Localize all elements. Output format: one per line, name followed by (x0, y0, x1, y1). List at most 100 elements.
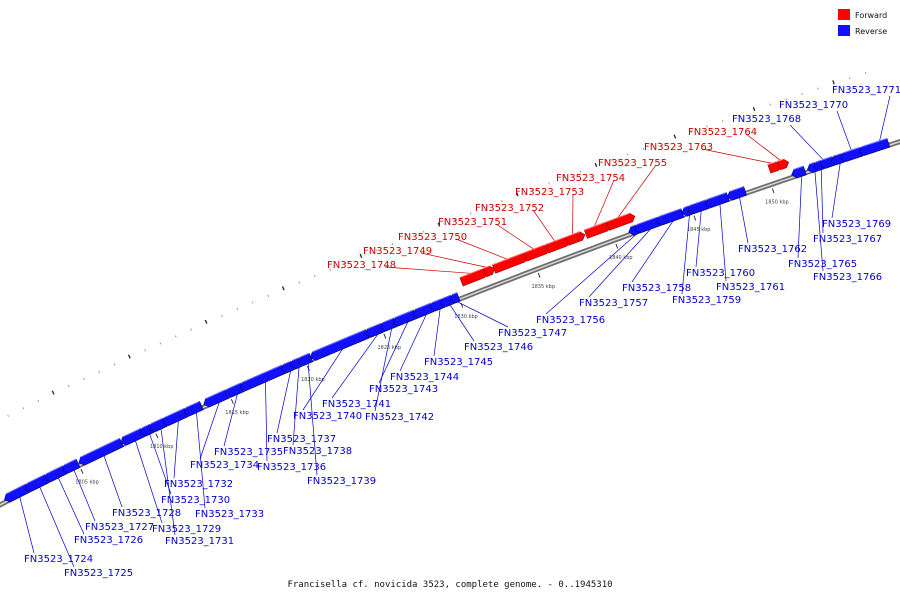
gene-label: FN3523_1734 (190, 460, 259, 471)
label-leader (820, 169, 824, 234)
gene-label: FN3523_1764 (688, 127, 757, 138)
gene-label: FN3523_1733 (195, 509, 264, 520)
gene-label: FN3523_1755 (598, 158, 667, 169)
label-leader (745, 133, 781, 161)
scale-tick-label: 1850 kbp (765, 200, 789, 206)
track-dot (626, 153, 629, 156)
track-dot (221, 314, 223, 318)
scale-tick (383, 333, 387, 339)
gene-arrow-highlight (205, 389, 226, 400)
gene-label: FN3523_1765 (788, 259, 857, 270)
gene-arrow-highlight (482, 265, 490, 269)
gene-arrow-highlight (80, 437, 120, 458)
gene-arrow-highlight (185, 400, 200, 409)
gene-arrow-highlight (492, 253, 523, 266)
gene-label: FN3523_1732 (164, 479, 233, 490)
gene-arrow (656, 208, 685, 226)
track-dot (454, 218, 456, 221)
scale-tick-label: 1820 kbp (301, 377, 325, 383)
gene-label: FN3523_1758 (622, 283, 691, 294)
label-leader (149, 434, 172, 495)
gene-arrow-highlight (861, 138, 888, 148)
label-leader (374, 328, 392, 412)
gene-arrow-highlight (63, 458, 77, 466)
outer-dot-track (7, 71, 867, 417)
scale-tick (771, 188, 775, 194)
gene-label: FN3523_1742 (365, 412, 434, 423)
gene-label: FN3523_1759 (672, 295, 741, 306)
scale-tick-label: 1815 kbp (225, 410, 249, 416)
gene-arrow (726, 186, 747, 201)
gene-arrow-highlight (833, 153, 842, 157)
scale-tick (537, 272, 541, 278)
label-leader (495, 223, 534, 250)
scale-tick-label: 1805 kbp (75, 480, 99, 486)
gene-arrow (78, 437, 124, 466)
gene-label: FN3523_1730 (161, 495, 230, 506)
track-dot (407, 236, 409, 239)
track-dot (642, 147, 645, 150)
gene-arrow-highlight (46, 465, 63, 475)
scale-tick (80, 468, 84, 474)
gene-arrow-highlight (367, 322, 382, 330)
scale-tick-label: 1840 kbp (609, 255, 633, 261)
gene-arrow (412, 302, 435, 319)
gene-label: FN3523_1724 (24, 554, 93, 565)
label-leader (797, 176, 802, 259)
label-leader (384, 266, 471, 274)
map-caption: Francisella cf. novicida 3523, complete … (287, 580, 612, 590)
gene-arrow-highlight (283, 360, 292, 365)
gene-arrow-highlight (26, 474, 45, 484)
track-dot (37, 399, 40, 402)
gene-label: FN3523_1760 (686, 268, 755, 279)
gene-label: FN3523_1740 (293, 411, 362, 422)
label-leader (631, 220, 674, 283)
label-leader (199, 402, 220, 460)
label-leader (701, 148, 772, 164)
track-dot (817, 87, 819, 90)
label-leader (307, 363, 318, 476)
scale-ticks: 1805 kbp 1810 kbp 1815 kbp 1820 kbp 1825 kbp… (75, 188, 789, 486)
track-dot (706, 125, 708, 128)
label-leader (276, 370, 291, 434)
gene-arrow-highlight (452, 292, 458, 296)
gene-arrow-highlight (636, 216, 658, 225)
track-dot (611, 159, 613, 162)
track-dot (785, 98, 787, 101)
label-leader (420, 252, 487, 268)
legend-forward-label: Forward (855, 11, 887, 20)
gene-arrow-highlight (793, 165, 804, 170)
label-leader (399, 314, 427, 372)
label-leader (545, 234, 637, 315)
label-leader (292, 367, 300, 446)
gene-arrow-highlight (226, 382, 241, 390)
gene-arrow-highlight (431, 298, 442, 304)
label-leader (58, 477, 85, 535)
track-dot (485, 206, 488, 209)
label-leader (681, 215, 690, 295)
track-dot (174, 335, 177, 338)
gene-label: FN3523_1756 (536, 315, 605, 326)
track-dot (98, 370, 101, 373)
track-dot (848, 76, 851, 80)
track-dot (51, 390, 55, 395)
track-dot (501, 200, 503, 203)
label-leader (457, 301, 509, 328)
gene-label: FN3523_1736 (257, 462, 326, 473)
gene-arrow (62, 458, 81, 474)
gene-arrow-highlight (815, 159, 821, 163)
gene-arrow-highlight (5, 483, 26, 495)
gene-arrow-highlight (442, 294, 451, 299)
track-dot (515, 192, 519, 197)
scale-tick-label: 1845 kbp (687, 227, 711, 233)
gene-arrow-highlight (523, 244, 544, 254)
gene-label: FN3523_1744 (390, 372, 459, 383)
track-dot (313, 274, 316, 278)
gene-label: FN3523_1770 (779, 100, 848, 111)
track-dot (67, 385, 70, 388)
gene-label: FN3523_1728 (112, 508, 181, 519)
gene-label: FN3523_1739 (307, 476, 376, 487)
gene-label: FN3523_1749 (363, 246, 432, 257)
gene-arrow-highlight (630, 224, 636, 228)
